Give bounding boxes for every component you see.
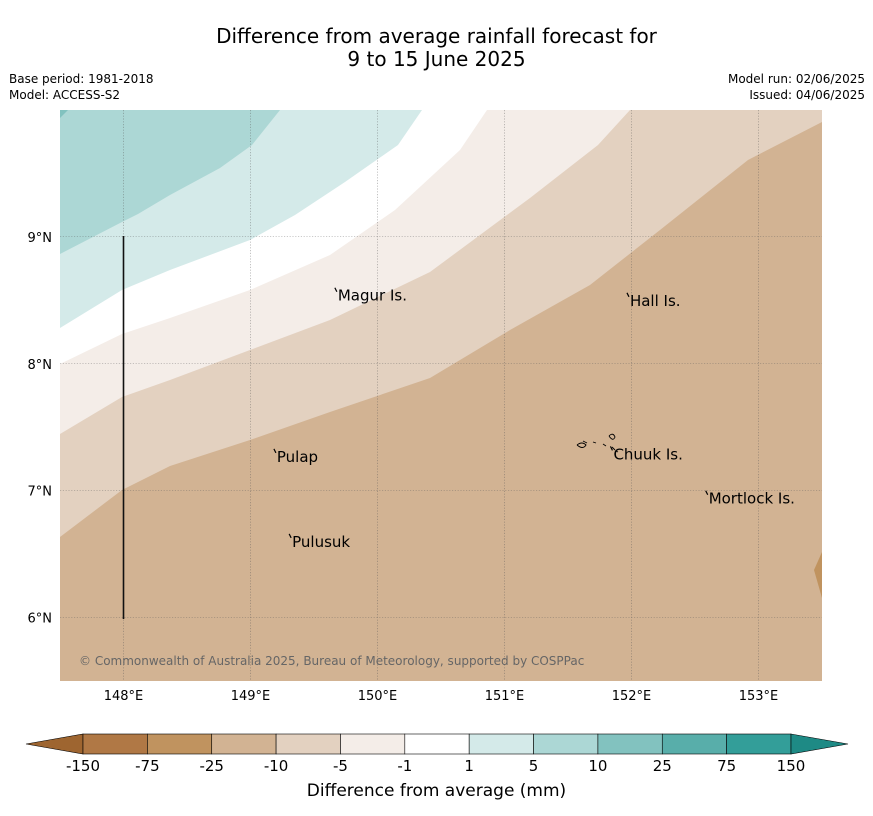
island-marker — [609, 446, 613, 451]
issued-date: Issued: 04/06/2025 — [749, 88, 865, 102]
colorbar-extend-right — [790, 733, 849, 755]
base-period: Base period: 1981-2018 — [9, 72, 154, 86]
band-minus-75-to-minus-25 — [814, 552, 822, 598]
colorbar-segment — [726, 733, 792, 755]
colorbar-segments — [25, 733, 849, 755]
lon-tick-label: 152°E — [612, 689, 652, 704]
colorbar-tick-label: 150 — [777, 757, 806, 775]
colorbar-segment — [147, 733, 213, 755]
island-marker — [288, 533, 292, 539]
colorbar-tick-label: 10 — [588, 757, 607, 775]
colorbar-segment — [468, 733, 534, 755]
lon-tick-label: 153°E — [739, 689, 779, 704]
place-label: Magur Is. — [338, 287, 407, 305]
colorbar-segment — [661, 733, 727, 755]
colorbar-tick-label: -75 — [135, 757, 160, 775]
contour-fills — [60, 110, 822, 681]
band-10-to-25 — [60, 110, 68, 118]
band-5-to-10 — [60, 110, 280, 254]
colorbar-tick-label: -10 — [264, 757, 289, 775]
lon-tick-label: 148°E — [104, 689, 144, 704]
place-label: Hall Is. — [630, 292, 681, 310]
colorbar-tick-label: -150 — [66, 757, 100, 775]
colorbar-tick-labels: -150 -75 -25 -10 -5 -1 1 5 10 25 75 150 — [66, 757, 805, 775]
lon-tick-label: 149°E — [231, 689, 271, 704]
colorbar-segment — [275, 733, 341, 755]
meta-right: Model run: 02/06/2025 Issued: 04/06/2025 — [728, 71, 865, 103]
latitude-tick-labels: 9°N 8°N 7°N 6°N — [28, 231, 53, 627]
place-labels: Magur Is. Hall Is. Pulap Chuuk Is. Mortlock … — [273, 287, 795, 551]
model-run: Model run: 02/06/2025 — [727, 72, 865, 86]
lat-tick-label: 9°N — [28, 231, 53, 246]
colorbar-tick-label: 5 — [529, 757, 539, 775]
place-label: Chuuk Is. — [613, 445, 682, 463]
island-marker — [273, 448, 277, 454]
map-title-line2: 9 to 15 June 2025 — [347, 47, 526, 71]
island-marker — [705, 490, 709, 496]
island-marker — [626, 292, 630, 298]
colorbar-segment — [82, 733, 148, 755]
colorbar-segment — [211, 733, 277, 755]
colorbar-tick-label: -25 — [199, 757, 224, 775]
gridlines — [60, 110, 822, 681]
copyright-text: © Commonwealth of Australia 2025, Bureau… — [79, 654, 584, 668]
colorbar-tick-label: 25 — [653, 757, 672, 775]
colorbar-tick-label: 75 — [717, 757, 736, 775]
place-label: Mortlock Is. — [709, 490, 795, 508]
lat-tick-label: 6°N — [28, 612, 53, 627]
meta-left: Base period: 1981-2018 Model: ACCESS-S2 — [9, 71, 154, 103]
colorbar-tick-label: -1 — [397, 757, 412, 775]
chuuk-lagoon-islands — [576, 433, 619, 453]
lat-tick-label: 7°N — [28, 485, 53, 500]
island-marker — [334, 287, 338, 292]
colorbar-segment — [597, 733, 663, 755]
colorbar-segment — [533, 733, 599, 755]
place-label: Pulusuk — [292, 533, 350, 551]
lon-tick-label: 150°E — [358, 689, 398, 704]
lon-tick-label: 151°E — [485, 689, 525, 704]
colorbar-tick-label: 1 — [464, 757, 474, 775]
colorbar-title: Difference from average (mm) — [306, 781, 567, 801]
map-title-line1: Difference from average rainfall forecas… — [216, 24, 657, 48]
model-name: Model: ACCESS-S2 — [9, 88, 121, 102]
place-label: Pulap — [277, 448, 318, 466]
longitude-tick-labels: 148°E 149°E 150°E 151°E 152°E 153°E — [104, 689, 779, 704]
rainfall-map: Magur Is. Hall Is. Pulap Chuuk Is. Mortlock … — [28, 110, 822, 704]
colorbar-segment — [340, 733, 406, 755]
lat-tick-label: 8°N — [28, 358, 53, 373]
colorbar-tick-label: -5 — [333, 757, 348, 775]
colorbar-extend-left — [25, 733, 84, 755]
colorbar-segment — [404, 733, 470, 755]
